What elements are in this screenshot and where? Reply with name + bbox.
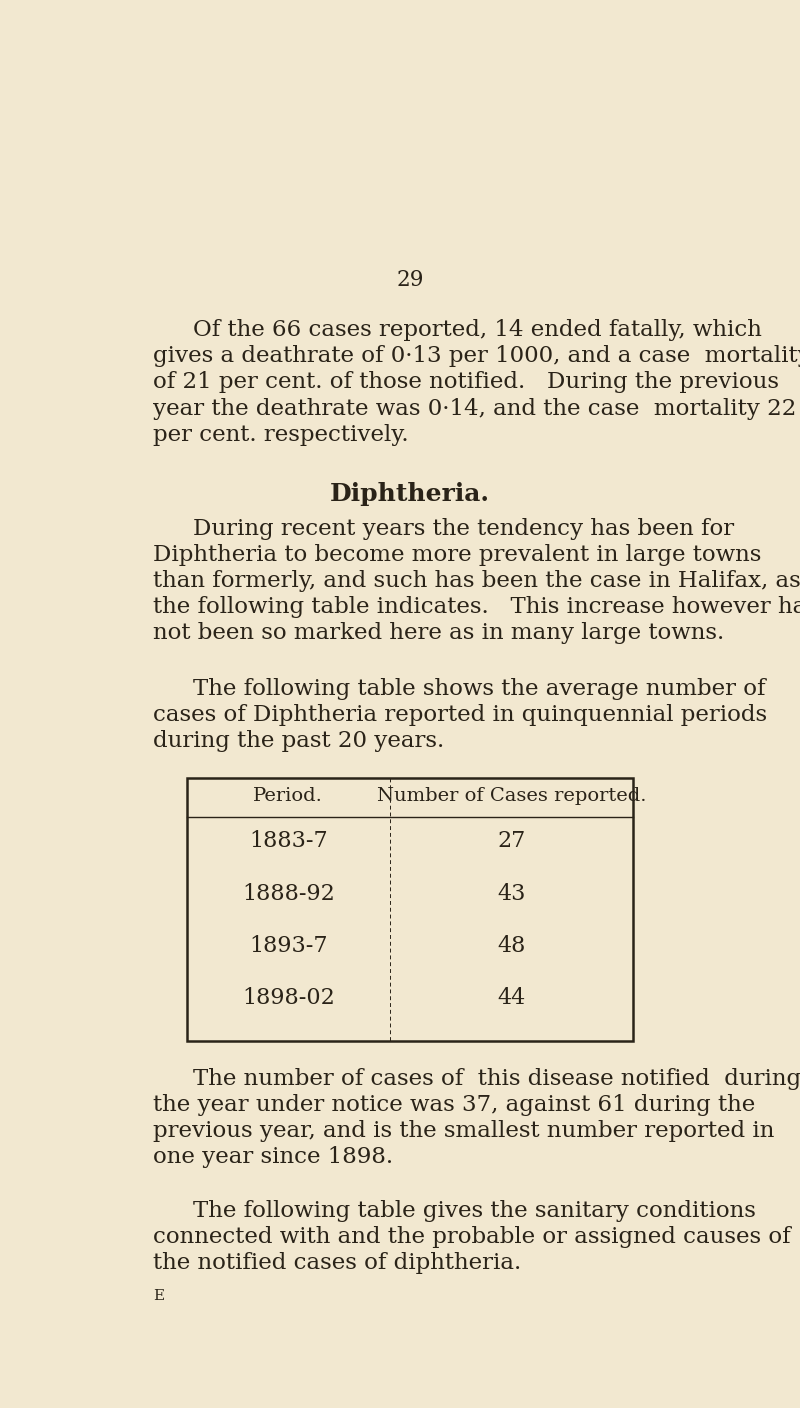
Text: cases of Diphtheria reported in quinquennial periods: cases of Diphtheria reported in quinquen… (153, 704, 767, 727)
Text: not been so marked here as in many large towns.: not been so marked here as in many large… (153, 622, 724, 645)
Text: connected with and the probable or assigned causes of: connected with and the probable or assig… (153, 1226, 790, 1247)
Text: Diphtheria to become more prevalent in large towns: Diphtheria to become more prevalent in l… (153, 543, 761, 566)
Text: gives a deathrate of 0·13 per 1000, and a case  mortality: gives a deathrate of 0·13 per 1000, and … (153, 345, 800, 367)
Text: 44: 44 (498, 987, 526, 1010)
Text: of 21 per cent. of those notified.   During the previous: of 21 per cent. of those notified. Durin… (153, 372, 778, 393)
Text: Period.: Period. (254, 787, 323, 805)
Text: previous year, and is the smallest number reported in: previous year, and is the smallest numbe… (153, 1119, 774, 1142)
Text: 1883-7: 1883-7 (249, 831, 328, 852)
Text: than formerly, and such has been the case in Halifax, as: than formerly, and such has been the cas… (153, 570, 800, 593)
Text: one year since 1898.: one year since 1898. (153, 1146, 393, 1169)
Bar (187, 779, 634, 1042)
Text: the year under notice was 37, against 61 during the: the year under notice was 37, against 61… (153, 1094, 755, 1115)
Text: 1898-02: 1898-02 (242, 987, 334, 1010)
Text: during the past 20 years.: during the past 20 years. (153, 731, 444, 752)
Text: the following table indicates.   This increase however has: the following table indicates. This incr… (153, 597, 800, 618)
Text: The number of cases of  this disease notified  during: The number of cases of this disease noti… (193, 1067, 800, 1090)
Text: The following table gives the sanitary conditions: The following table gives the sanitary c… (193, 1200, 756, 1222)
Text: the notified cases of diphtheria.: the notified cases of diphtheria. (153, 1252, 521, 1274)
Text: 43: 43 (498, 883, 526, 905)
Text: Of the 66 cases reported, 14 ended fatally, which: Of the 66 cases reported, 14 ended fatal… (193, 320, 762, 341)
Text: 29: 29 (396, 269, 424, 291)
Text: E: E (153, 1290, 164, 1304)
Text: 27: 27 (498, 831, 526, 852)
Text: Number of Cases reported.: Number of Cases reported. (377, 787, 646, 805)
Text: 48: 48 (498, 935, 526, 957)
Text: 1893-7: 1893-7 (249, 935, 328, 957)
Text: During recent years the tendency has been for: During recent years the tendency has bee… (193, 518, 734, 539)
Text: year the deathrate was 0·14, and the case  mortality 22: year the deathrate was 0·14, and the cas… (153, 397, 796, 420)
Text: 1888-92: 1888-92 (242, 883, 334, 905)
Text: Diphtheria.: Diphtheria. (330, 483, 490, 507)
Text: The following table shows the average number of: The following table shows the average nu… (193, 677, 766, 700)
Text: per cent. respectively.: per cent. respectively. (153, 424, 408, 446)
